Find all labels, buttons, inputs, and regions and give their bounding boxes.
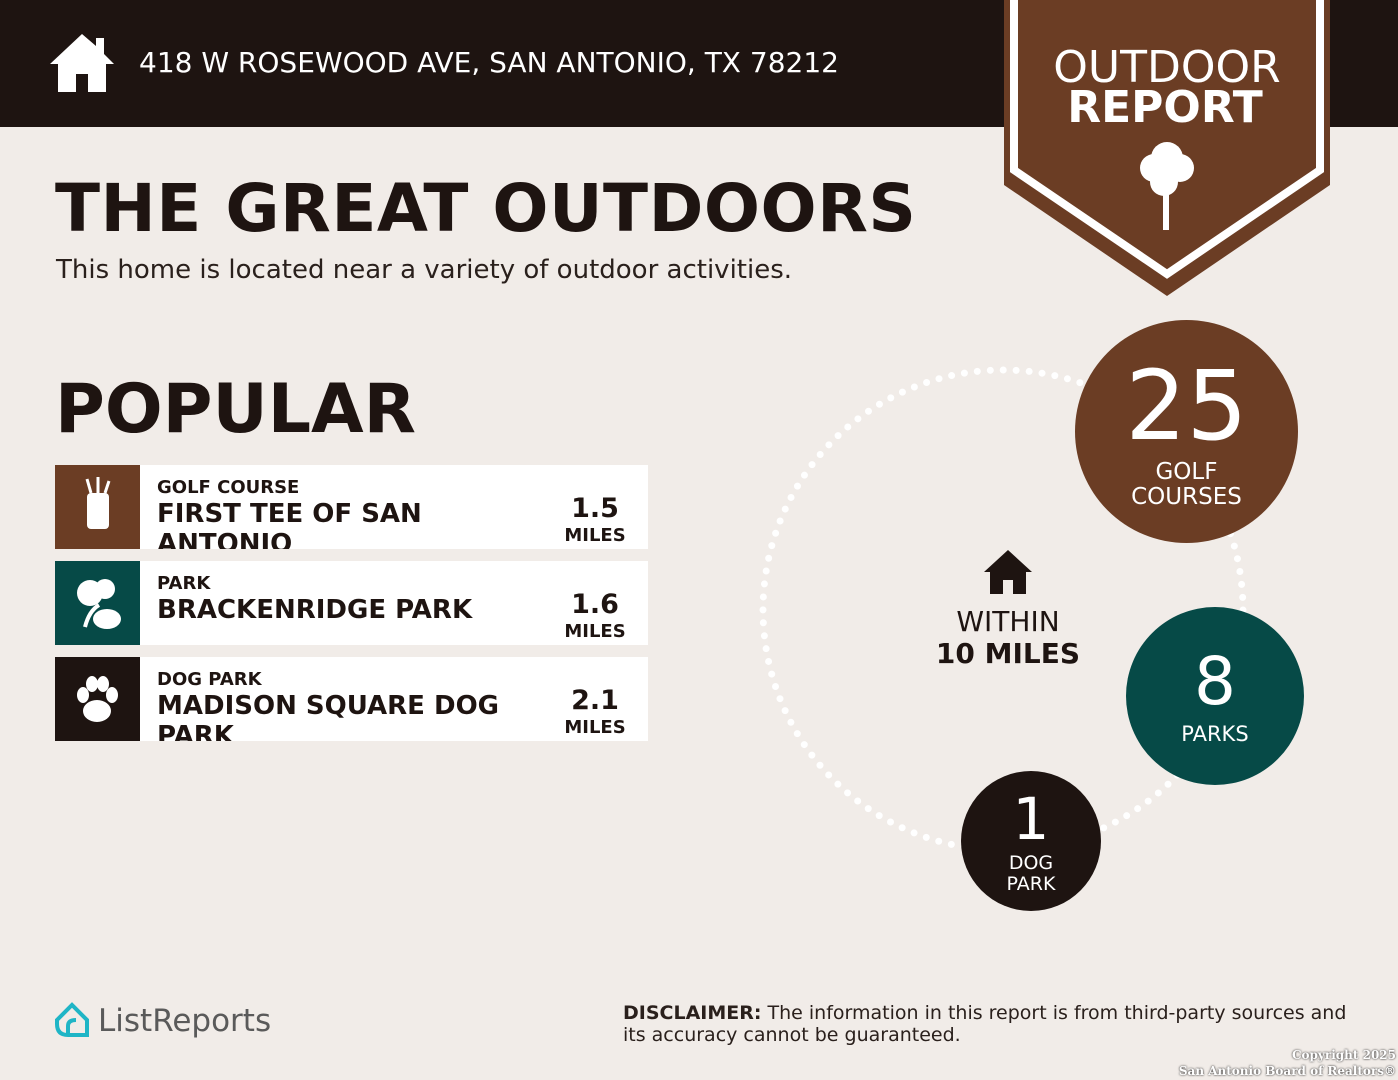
brand: ListReports	[98, 1003, 272, 1039]
category: DOG PARK	[157, 669, 262, 690]
distance: 1.6	[571, 589, 619, 620]
count-circle: 8 PARKS	[1126, 607, 1304, 785]
category: GOLF COURSE	[157, 477, 300, 498]
distance-unit: MILES	[564, 717, 626, 738]
count-label: DOG PARK	[1006, 852, 1056, 895]
badge-line1: OUTDOOR	[1053, 42, 1280, 93]
popular-heading: POPULAR	[55, 370, 417, 449]
count: 1	[1012, 785, 1050, 853]
title: THE GREAT OUTDOORS	[55, 170, 917, 247]
count: 25	[1125, 350, 1248, 462]
home-icon	[984, 550, 1032, 594]
copyright: San Antonio Board of Realtors®	[1178, 1064, 1396, 1078]
radius: 10 MILES	[935, 637, 1081, 670]
place-name: FIRST TEE OF SAN ANTONIO	[157, 499, 422, 549]
count-circle: 1 DOG PARK	[961, 771, 1101, 911]
distance: 2.1	[571, 685, 619, 716]
count: 8	[1194, 643, 1236, 720]
distance-unit: MILES	[564, 621, 626, 642]
badge-line2: REPORT	[1067, 82, 1263, 133]
place-name: MADISON SQUARE DOG PARK	[157, 691, 500, 741]
category: PARK	[157, 573, 211, 594]
address: 418 W ROSEWOOD AVE, SAN ANTONIO, TX 7821…	[139, 46, 839, 79]
tree-icon	[1140, 142, 1194, 230]
subtitle: This home is located near a variety of o…	[56, 255, 793, 285]
badge: OUTDOOR REPORT	[1004, 0, 1330, 296]
golf-icon	[55, 465, 140, 549]
place-name: BRACKENRIDGE PARK	[157, 595, 473, 625]
count-label: PARKS	[1181, 722, 1249, 746]
park-icon	[55, 561, 140, 645]
distance: 1.5	[571, 493, 619, 524]
copyright: Copyright 2025	[1291, 1048, 1396, 1062]
popular-row: PARK BRACKENRIDGE PARK 1.6 MILES	[55, 561, 648, 645]
within: WITHIN	[956, 605, 1060, 638]
count-circle: 25 GOLF COURSES	[1075, 320, 1298, 543]
popular-row: GOLF COURSE FIRST TEE OF SAN ANTONIO 1.5…	[55, 465, 648, 549]
disclaimer-label: DISCLAIMER:	[623, 1002, 762, 1024]
brand-logo	[55, 1002, 89, 1037]
popular-row: DOG PARK MADISON SQUARE DOG PARK 2.1 MIL…	[55, 657, 648, 741]
distance-unit: MILES	[564, 525, 626, 546]
paw-icon	[55, 657, 140, 741]
disclaimer-text: The information in this report is from t…	[623, 1002, 1347, 1046]
count-label: GOLF COURSES	[1131, 459, 1242, 511]
disclaimer: DISCLAIMER: The information in this repo…	[623, 1002, 1363, 1046]
home-icon	[50, 34, 114, 92]
